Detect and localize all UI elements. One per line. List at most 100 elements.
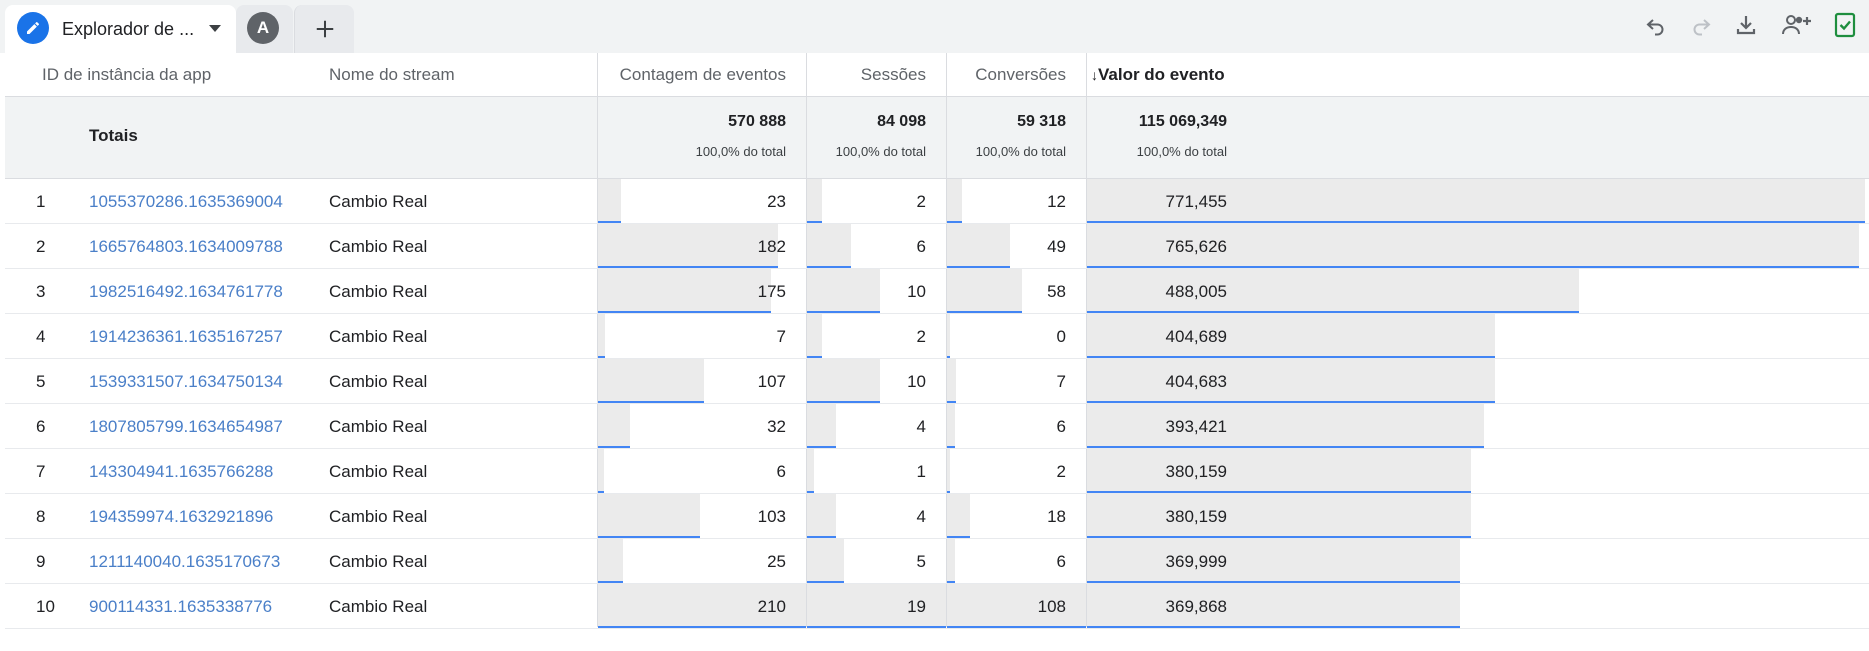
conversions-value: 18 (1047, 507, 1066, 526)
event-count-bar (598, 314, 605, 359)
event-count-value: 103 (757, 507, 786, 526)
totals-event-count-pct: 100,0% do total (695, 144, 786, 159)
totals-row (5, 97, 1869, 178)
header-conversions[interactable]: Conversões (975, 65, 1066, 84)
pencil-icon[interactable] (17, 12, 49, 44)
row-number: 5 (36, 372, 46, 391)
row-divider (5, 448, 1869, 449)
sessions-bar (807, 404, 836, 449)
conversions-bar (947, 269, 1022, 314)
check-sheet-icon (1834, 12, 1856, 38)
event-value-bar (1087, 539, 1460, 584)
totals-divider (5, 178, 1869, 179)
stream-name: Cambio Real (329, 372, 428, 391)
add-tab-button[interactable] (294, 5, 354, 53)
row-number: 7 (36, 462, 46, 481)
app-instance-id-link[interactable]: 1914236361.1635167257 (89, 327, 283, 346)
app-instance-id-link[interactable]: 1982516492.1634761778 (89, 282, 283, 301)
exploration-tab[interactable]: Explorador de ... (5, 5, 236, 53)
table-row[interactable]: 3 1982516492.1634761778 Cambio Real 175 10 58… (0, 269, 1869, 314)
insights-button[interactable] (1827, 7, 1863, 43)
row-divider (5, 628, 1869, 629)
stream-name: Cambio Real (329, 552, 428, 571)
app-instance-id-link[interactable]: 1807805799.1634654987 (89, 417, 283, 436)
download-icon (1736, 16, 1756, 35)
header-event-value[interactable]: ↓Valor do evento (1091, 53, 1291, 96)
header-event-value-label: Valor do evento (1098, 65, 1225, 84)
conversions-value: 0 (1056, 327, 1066, 346)
header-event-count[interactable]: Contagem de eventos (619, 65, 786, 84)
column-divider (806, 53, 807, 627)
event-count-value: 23 (767, 192, 786, 211)
event-value-bar (1087, 584, 1460, 629)
stream-name: Cambio Real (329, 237, 428, 256)
header-stream-name[interactable]: Nome do stream (329, 65, 455, 84)
app-instance-id-link[interactable]: 1211140040.1635170673 (89, 552, 281, 571)
event-value-value: 771,455 (1165, 192, 1227, 211)
table-row[interactable]: 7 143304941.1635766288 Cambio Real 6 1 2 380,1… (0, 449, 1869, 494)
sessions-value: 2 (916, 192, 926, 211)
table-row[interactable]: 1 1055370286.1635369004 Cambio Real 23 2 12 77… (0, 179, 1869, 224)
table-row[interactable]: 4 1914236361.1635167257 Cambio Real 7 2 0 404,… (0, 314, 1869, 359)
sessions-bar (807, 314, 822, 359)
redo-button[interactable] (1683, 7, 1719, 43)
conversions-bar (947, 584, 1086, 629)
row-number: 4 (36, 327, 46, 346)
event-count-value: 210 (757, 597, 786, 616)
sessions-value: 19 (907, 597, 926, 616)
table-row[interactable]: 2 1665764803.1634009788 Cambio Real 182 6 49 7… (0, 224, 1869, 269)
totals-sessions-pct: 100,0% do total (835, 144, 926, 159)
avatar: A (247, 12, 279, 44)
sessions-value: 1 (916, 462, 926, 481)
stream-name: Cambio Real (329, 327, 428, 346)
sessions-bar (807, 224, 851, 269)
event-count-value: 32 (767, 417, 786, 436)
app-instance-id-link[interactable]: 1539331507.1634750134 (89, 372, 283, 391)
totals-label: Totais (89, 126, 138, 145)
totals-sessions: 84 098 (877, 113, 926, 130)
sessions-bar (807, 584, 946, 629)
table-row[interactable]: 8 194359974.1632921896 Cambio Real 103 4 18 38… (0, 494, 1869, 539)
table-row[interactable]: 5 1539331507.1634750134 Cambio Real 107 10 7 4… (0, 359, 1869, 404)
free-form-table: ID de instância da app Nome do stream Co… (0, 53, 1869, 651)
table-row[interactable]: 10 900114331.1635338776 Cambio Real 210 19 10… (0, 584, 1869, 629)
header-app-instance-id[interactable]: ID de instância da app (42, 65, 212, 84)
event-count-value: 25 (767, 552, 786, 571)
event-value-value: 369,868 (1165, 597, 1227, 616)
sessions-bar (807, 449, 814, 494)
event-value-value: 404,683 (1165, 372, 1227, 391)
conversions-bar (947, 404, 955, 449)
stream-name: Cambio Real (329, 597, 428, 616)
undo-button[interactable] (1638, 7, 1674, 43)
conversions-bar (947, 359, 956, 404)
conversions-bar (947, 494, 970, 539)
event-value-value: 404,689 (1165, 327, 1227, 346)
download-button[interactable] (1728, 7, 1764, 43)
event-value-value: 380,159 (1165, 462, 1227, 481)
sessions-value: 5 (916, 552, 926, 571)
app-instance-id-link[interactable]: 194359974.1632921896 (89, 507, 274, 526)
row-divider (5, 358, 1869, 359)
sessions-bar (807, 269, 880, 314)
conversions-value: 7 (1056, 372, 1066, 391)
sessions-value: 6 (916, 237, 926, 256)
event-count-bar (598, 494, 700, 539)
share-button[interactable] (1778, 7, 1814, 43)
row-divider (5, 538, 1869, 539)
event-count-value: 175 (757, 282, 786, 301)
row-divider (5, 268, 1869, 269)
app-instance-id-link[interactable]: 1055370286.1635369004 (89, 192, 283, 211)
event-value-bar (1087, 449, 1471, 494)
header-sessions[interactable]: Sessões (860, 65, 926, 84)
table-row[interactable]: 6 1807805799.1634654987 Cambio Real 32 4 6 393… (0, 404, 1869, 449)
conversions-value: 2 (1056, 462, 1066, 481)
table-row[interactable]: 9 1211140040.1635170673 Cambio Real 25 5 6 369… (0, 539, 1869, 584)
app-instance-id-link[interactable]: 900114331.1635338776 (89, 597, 273, 616)
row-number: 2 (36, 237, 46, 256)
chevron-down-icon[interactable] (209, 25, 221, 32)
sessions-bar (807, 179, 822, 224)
app-instance-id-link[interactable]: 143304941.1635766288 (89, 462, 274, 481)
totals-event-count: 570 888 (728, 113, 786, 130)
app-instance-id-link[interactable]: 1665764803.1634009788 (89, 237, 283, 256)
segment-tab[interactable]: A (236, 5, 293, 53)
